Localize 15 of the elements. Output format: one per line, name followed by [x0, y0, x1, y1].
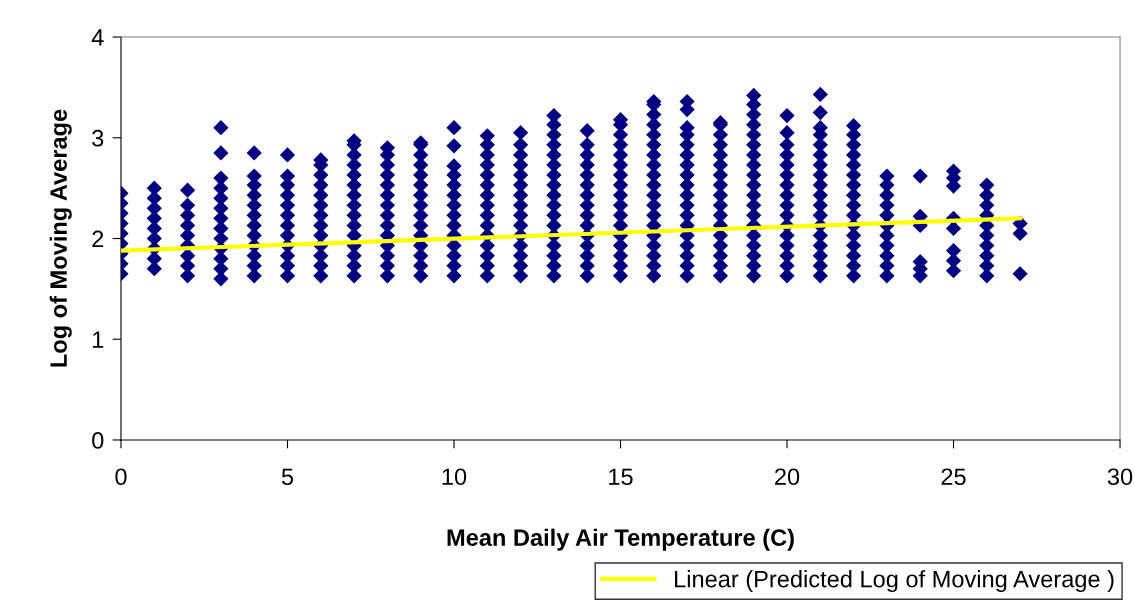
x-tick-label: 20	[775, 468, 800, 486]
y-tick-label: 4	[91, 29, 104, 46]
x-axis-title: Mean Daily Air Temperature (C)	[447, 528, 794, 551]
x-tick-label: 10	[442, 468, 467, 486]
x-tick-label: 25	[941, 468, 966, 486]
y-tick-label: 0	[92, 432, 104, 449]
y-tick-label: 1	[92, 331, 104, 348]
y-tick-label: 2	[92, 230, 104, 248]
x-tick-label: 0	[115, 468, 127, 486]
x-tick-label: 15	[609, 468, 633, 486]
y-axis-title: Log of Moving Average	[49, 109, 72, 367]
legend-label: Linear (Predicted Log of Moving Average )	[675, 570, 1114, 593]
x-tick-label: 5	[281, 468, 294, 486]
x-tick-label: 30	[1107, 468, 1133, 486]
y-tick-label: 3	[92, 129, 104, 147]
